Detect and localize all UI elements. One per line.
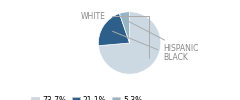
Text: BLACK: BLACK xyxy=(113,31,188,62)
Wedge shape xyxy=(98,12,161,74)
Text: WHITE: WHITE xyxy=(81,12,149,58)
Wedge shape xyxy=(98,14,130,46)
Legend: 73.7%, 21.1%, 5.3%: 73.7%, 21.1%, 5.3% xyxy=(28,93,146,100)
Text: HISPANIC: HISPANIC xyxy=(128,21,199,53)
Wedge shape xyxy=(120,12,130,43)
